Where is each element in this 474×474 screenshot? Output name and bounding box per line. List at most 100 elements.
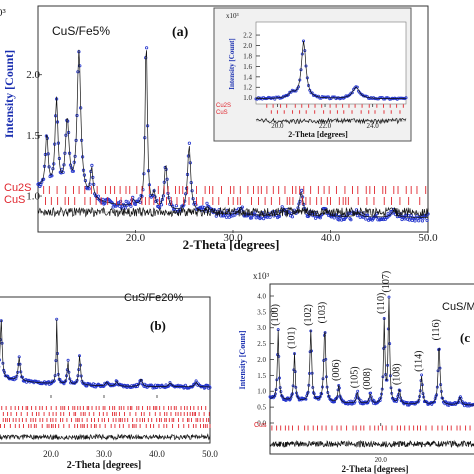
panel-c: 20.0 0.00.51.01.52.02.53.03.54.0 (100)(1… [238,271,474,474]
data-point [268,215,272,219]
data-point [354,85,358,89]
panel-b-frame [0,296,211,444]
x-tick-label: 30.0 [96,449,112,459]
panel-b-difference-curve [0,433,211,441]
hkl-label: (110) [376,293,387,314]
data-point [208,385,212,389]
hkl-label: (116) [431,319,442,340]
panel-c-sample-label: CuS/M [442,301,474,313]
data-point [318,395,322,399]
data-point [153,383,157,387]
y-tick-label: 2.0 [243,42,252,50]
data-point [286,93,290,97]
y-tick-label: 1.0 [243,94,252,102]
panel-b-sample-label: CuS/Fe20% [124,292,184,304]
panel-a-exponent: 0³ [0,7,7,19]
panel-c-x-ticks: 20.0 [375,423,388,464]
panel-a-phase-2: CuS [4,194,25,206]
data-point [318,216,322,220]
data-point [115,379,119,383]
panel-b: 20.0 30.0 40.0 50.0 CuS/Fe20% (b) 2-Theta [… [0,292,218,471]
panel-b-label: (b) [150,318,166,333]
data-point [420,219,424,223]
data-point [426,212,430,216]
data-point [413,219,417,223]
hkl-label: (105) [349,366,360,388]
x-tick-label: 24.0 [367,122,380,130]
x-tick-label: 22.0 [319,122,332,130]
panel-c-exponent: x10³ [253,271,270,281]
y-tick-label: 4.0 [257,292,266,300]
y-tick-label: 0.5 [257,404,266,412]
data-point [88,182,92,186]
y-tick-label: 2.2 [243,32,252,40]
y-tick-label: 1.5 [257,372,266,380]
hkl-label: (101) [286,327,297,349]
inset-phase-2: CuS [216,110,228,116]
data-point [159,203,164,207]
fit-line [256,40,406,100]
data-point [0,358,2,362]
x-tick-label: 30.0 [223,232,243,244]
panel-c-hkl-labels: (100) (101) (102) (103) (006) (105) (008) (107)… [270,271,442,390]
data-point [407,218,411,222]
hkl-label: (114) [414,350,425,371]
panel-c-label: (c [460,330,470,345]
y-tick-label: 1.0 [257,388,266,396]
data-point [101,197,105,201]
panel-a-difference-curve [37,206,429,218]
y-tick-label: 2.5 [257,340,266,348]
data-point [409,213,413,217]
panel-c-phase: Cus [254,422,267,429]
y-tick-label: 1.6 [243,63,252,71]
panel-a-sample-label: CuS/Fe5% [52,24,110,38]
data-point [229,214,233,218]
data-point [87,187,91,191]
inset-difference-curve [255,117,407,125]
panel-c-difference-curve [269,439,474,448]
data-point [289,395,293,399]
y-tick-label: 2.0 [26,69,40,81]
fit-line [0,319,210,388]
panel-a-x-ticks: 20.0 30.0 40.0 50.0 [126,230,438,244]
data-point [224,215,229,219]
data-point [375,97,379,101]
data-point [90,163,94,167]
data-point [288,90,292,94]
panel-b-xlabel: 2-Theta [degrees] [67,460,142,471]
data-point [356,389,360,393]
panel-a-label: (a) [172,25,189,40]
data-point [277,214,281,218]
y-tick-label: 3.0 [257,324,266,332]
data-point [364,217,368,221]
data-point [403,217,407,221]
data-point [174,204,178,208]
data-point [425,218,429,222]
x-tick-label: 50.0 [418,232,438,244]
data-point [71,169,75,173]
data-point [359,399,363,403]
data-point [119,199,123,203]
hkl-label: (103) [317,302,328,324]
inset-xlabel: 2-Theta [degrees] [288,130,348,139]
hkl-label: (107) [381,271,392,293]
panel-a-phase-1: Cu2S [4,182,32,194]
data-point [463,404,466,408]
y-tick-label: 1.2 [243,84,252,92]
x-tick-label: 20.0 [271,122,284,130]
data-point [205,201,209,205]
x-tick-label: 20.0 [375,456,388,464]
data-point [300,188,304,192]
panel-c-ylabel: Intensity [Count] [238,330,247,389]
data-point [400,217,404,222]
data-point [240,205,244,209]
data-point [129,204,133,208]
data-point [417,219,421,223]
data-point [103,201,107,205]
hkl-label: (008) [362,368,373,390]
data-point [133,202,138,206]
panel-c-frame [269,283,474,455]
data-point [290,215,294,219]
data-point [259,216,263,220]
